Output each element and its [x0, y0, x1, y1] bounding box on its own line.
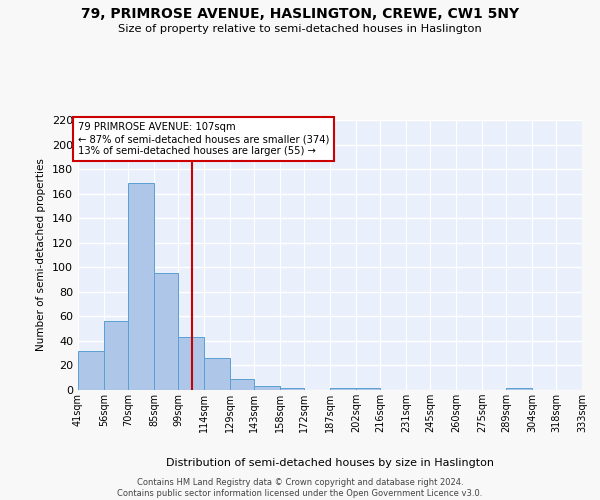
Bar: [104, 322, 128, 390]
Bar: [78, 350, 104, 390]
Bar: [356, 388, 380, 390]
Text: Distribution of semi-detached houses by size in Haslington: Distribution of semi-detached houses by …: [166, 458, 494, 468]
Y-axis label: Number of semi-detached properties: Number of semi-detached properties: [37, 158, 46, 352]
Bar: [280, 388, 304, 390]
Bar: [204, 358, 230, 390]
Text: 79 PRIMROSE AVENUE: 107sqm
← 87% of semi-detached houses are smaller (374)
13% o: 79 PRIMROSE AVENUE: 107sqm ← 87% of semi…: [78, 122, 329, 156]
Text: 79, PRIMROSE AVENUE, HASLINGTON, CREWE, CW1 5NY: 79, PRIMROSE AVENUE, HASLINGTON, CREWE, …: [81, 8, 519, 22]
Bar: [154, 274, 178, 390]
Bar: [128, 182, 154, 390]
Bar: [178, 337, 204, 390]
Text: Size of property relative to semi-detached houses in Haslington: Size of property relative to semi-detach…: [118, 24, 482, 34]
Bar: [230, 379, 254, 390]
Bar: [506, 388, 532, 390]
Bar: [254, 386, 280, 390]
Text: Contains HM Land Registry data © Crown copyright and database right 2024.
Contai: Contains HM Land Registry data © Crown c…: [118, 478, 482, 498]
Bar: [330, 388, 356, 390]
